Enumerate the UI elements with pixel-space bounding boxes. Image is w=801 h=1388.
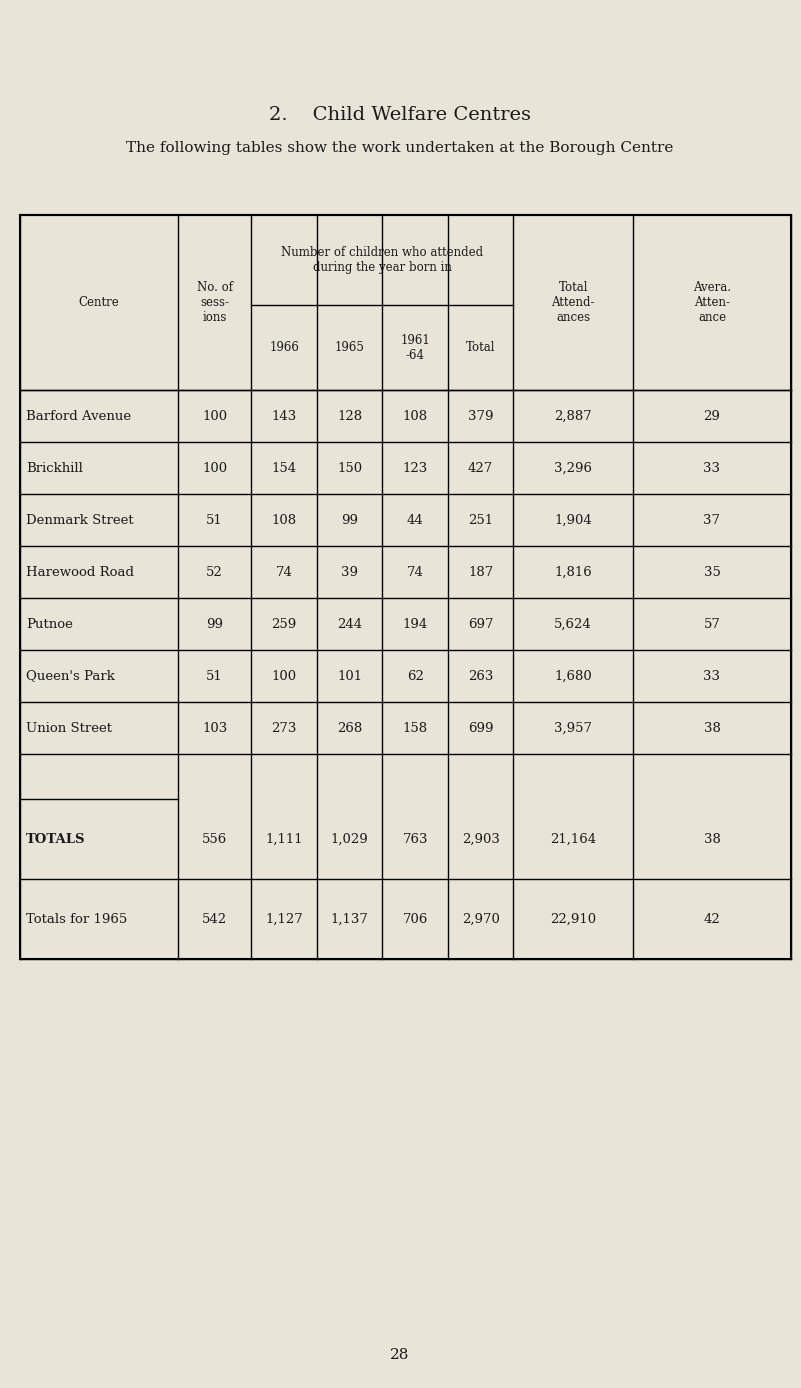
Text: 1,680: 1,680 (554, 669, 592, 683)
Text: 268: 268 (337, 722, 362, 734)
Text: Number of children who attended
during the year born in: Number of children who attended during t… (281, 246, 484, 273)
Text: 99: 99 (341, 514, 358, 526)
Text: 542: 542 (202, 912, 227, 926)
Text: 427: 427 (468, 461, 493, 475)
Text: 35: 35 (703, 565, 720, 579)
Text: 39: 39 (341, 565, 358, 579)
Text: 1961
-64: 1961 -64 (400, 333, 430, 361)
Text: 33: 33 (703, 461, 720, 475)
Text: 22,910: 22,910 (550, 912, 596, 926)
Text: 38: 38 (703, 722, 720, 734)
Text: 62: 62 (407, 669, 424, 683)
Text: 1966: 1966 (269, 341, 299, 354)
Text: 51: 51 (207, 669, 223, 683)
Text: The following tables show the work undertaken at the Borough Centre: The following tables show the work under… (127, 142, 674, 155)
Text: 556: 556 (202, 833, 227, 845)
Text: Denmark Street: Denmark Street (26, 514, 134, 526)
Text: 158: 158 (403, 722, 428, 734)
Text: 259: 259 (272, 618, 296, 630)
Text: 108: 108 (403, 409, 428, 422)
Text: 244: 244 (337, 618, 362, 630)
Text: 1,904: 1,904 (554, 514, 592, 526)
Text: 1,127: 1,127 (265, 912, 303, 926)
Text: 101: 101 (337, 669, 362, 683)
Text: 128: 128 (337, 409, 362, 422)
Text: 699: 699 (468, 722, 493, 734)
Text: 3,957: 3,957 (554, 722, 592, 734)
Text: 154: 154 (272, 461, 296, 475)
Text: 3,296: 3,296 (554, 461, 592, 475)
Text: 1,029: 1,029 (331, 833, 368, 845)
Text: 38: 38 (703, 833, 720, 845)
Text: 273: 273 (272, 722, 296, 734)
Text: 57: 57 (703, 618, 720, 630)
Bar (20, 215, 791, 959)
Text: 74: 74 (407, 565, 424, 579)
Text: 1,137: 1,137 (331, 912, 368, 926)
Text: 1965: 1965 (335, 341, 364, 354)
Text: 44: 44 (407, 514, 424, 526)
Text: 706: 706 (402, 912, 428, 926)
Text: 194: 194 (403, 618, 428, 630)
Text: 123: 123 (403, 461, 428, 475)
Text: 263: 263 (468, 669, 493, 683)
Text: 379: 379 (468, 409, 493, 422)
Text: 251: 251 (468, 514, 493, 526)
Text: Total
Attend-
ances: Total Attend- ances (551, 280, 595, 323)
Text: 763: 763 (402, 833, 428, 845)
Text: Harewood Road: Harewood Road (26, 565, 134, 579)
Text: 100: 100 (202, 409, 227, 422)
Text: TOTALS: TOTALS (26, 833, 86, 845)
Text: 100: 100 (202, 461, 227, 475)
Text: 37: 37 (703, 514, 720, 526)
Text: 5,624: 5,624 (554, 618, 592, 630)
Text: 1,111: 1,111 (265, 833, 303, 845)
Text: 100: 100 (272, 669, 296, 683)
Text: 187: 187 (468, 565, 493, 579)
Text: Putnoe: Putnoe (26, 618, 73, 630)
Text: Centre: Centre (78, 296, 119, 310)
Text: 697: 697 (468, 618, 493, 630)
Text: 143: 143 (272, 409, 296, 422)
Text: 2,903: 2,903 (461, 833, 500, 845)
Text: Barford Avenue: Barford Avenue (26, 409, 131, 422)
Text: 99: 99 (206, 618, 223, 630)
Text: Union Street: Union Street (26, 722, 112, 734)
Text: 52: 52 (207, 565, 223, 579)
Text: 150: 150 (337, 461, 362, 475)
Text: 29: 29 (703, 409, 720, 422)
Text: Queen's Park: Queen's Park (26, 669, 115, 683)
Text: 21,164: 21,164 (550, 833, 596, 845)
Text: 33: 33 (703, 669, 720, 683)
Text: 28: 28 (390, 1348, 409, 1362)
Text: 2,970: 2,970 (461, 912, 500, 926)
Text: 2,887: 2,887 (554, 409, 592, 422)
Text: 103: 103 (202, 722, 227, 734)
Text: 74: 74 (276, 565, 292, 579)
Text: No. of
sess-
ions: No. of sess- ions (197, 280, 232, 323)
Text: Brickhill: Brickhill (26, 461, 83, 475)
Text: 51: 51 (207, 514, 223, 526)
Text: Total: Total (466, 341, 496, 354)
Text: 108: 108 (272, 514, 296, 526)
Text: Totals for 1965: Totals for 1965 (26, 912, 127, 926)
Text: 1,816: 1,816 (554, 565, 592, 579)
Text: Avera.
Atten-
ance: Avera. Atten- ance (693, 280, 731, 323)
Text: 2.    Child Welfare Centres: 2. Child Welfare Centres (269, 105, 531, 124)
Text: 42: 42 (703, 912, 720, 926)
